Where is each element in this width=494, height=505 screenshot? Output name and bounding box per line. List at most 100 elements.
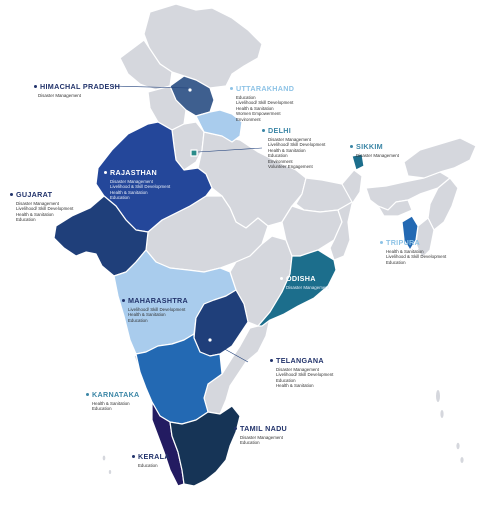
state-item: Livelihood/ Skill Development — [276, 372, 334, 378]
lakshadweep-island — [102, 455, 106, 461]
bullet-icon — [122, 299, 125, 302]
lakshadweep-island — [108, 470, 112, 474]
base-states — [119, 3, 477, 415]
state-sikkim — [351, 153, 365, 171]
bullet-icon — [270, 359, 273, 362]
nicobar-island — [460, 457, 464, 463]
leader-lines — [111, 85, 263, 363]
bullet-icon — [234, 427, 237, 430]
state-item: Livelihood/ Skill Development — [268, 142, 326, 148]
state-item: Disaster Management — [276, 367, 319, 372]
state-item: Disaster Management — [110, 179, 153, 184]
state-name: KARNATAKA — [92, 390, 140, 399]
state-item: Education — [236, 95, 256, 100]
state-item: Health & Sanitation — [16, 211, 54, 217]
state-item: Disaster Management — [38, 93, 81, 98]
state-item: Health & Sanitation — [268, 147, 306, 153]
bullet-icon — [280, 277, 283, 280]
state-name: HIMACHAL PRADESH — [40, 82, 121, 91]
state-item: Health & Sanitation — [110, 189, 148, 195]
telangana-dot — [208, 338, 212, 342]
label-tripura: TRIPURA Health & Sanitation Livelihood &… — [380, 238, 446, 265]
highlighted-states — [53, 75, 419, 487]
state-item: Women Empowerment — [236, 111, 281, 117]
state-mizoram — [415, 217, 435, 259]
label-telangana: TELANGANA Disaster Management Livelihood… — [270, 356, 333, 389]
state-item: Education — [138, 463, 158, 468]
label-uttarakhand: UTTARAKHAND Education Livelihood/ Skill … — [230, 84, 294, 122]
islands — [102, 390, 464, 474]
state-name: DELHI — [268, 126, 292, 135]
state-item: Education — [386, 259, 406, 265]
state-andhra-pradesh — [203, 317, 271, 415]
label-tamil-nadu: TAMIL NADU Disaster Management Education — [234, 424, 287, 446]
state-item: Livelihood/ Skill Development — [128, 307, 186, 312]
state-tripura — [401, 215, 419, 251]
state-item: Education — [92, 406, 112, 412]
state-item: Disaster Management — [268, 137, 311, 142]
label-kerala: KERALA Education — [132, 452, 170, 468]
bullet-icon — [230, 87, 233, 90]
bullet-icon — [380, 241, 383, 244]
state-item: Disaster Management — [16, 201, 59, 206]
state-item: Environment — [268, 158, 293, 164]
state-jharkhand — [281, 205, 343, 257]
label-delhi: DELHI Disaster Management Livelihood/ Sk… — [262, 126, 325, 169]
state-name: TRIPURA — [386, 238, 421, 247]
state-item: Livelihood/ Skill Development — [16, 206, 74, 212]
nicobar-island — [456, 442, 460, 450]
state-item: Disaster Management — [356, 153, 399, 158]
state-name: KERALA — [138, 452, 170, 461]
state-name: MAHARASHTRA — [128, 296, 188, 305]
label-odisha: ODISHA Disaster Management — [280, 274, 329, 290]
state-name: UTTARAKHAND — [236, 84, 295, 93]
andaman-island — [440, 410, 444, 418]
state-name: SIKKIM — [356, 142, 383, 151]
andaman-island — [436, 390, 440, 402]
state-item: Health & Sanitation — [276, 383, 314, 389]
label-maharashtra: MAHARASHTRA Livelihood/ Skill Developmen… — [122, 296, 188, 323]
label-himachal-pradesh: HIMACHAL PRADESH Disaster Management — [34, 82, 120, 98]
label-sikkim: SIKKIM Disaster Management — [350, 142, 399, 158]
state-himachal-pradesh — [169, 75, 215, 117]
himachal-dot — [188, 88, 192, 92]
bullet-icon — [132, 455, 135, 458]
state-odisha — [257, 249, 337, 327]
state-tamil-nadu — [169, 405, 241, 487]
bullet-icon — [350, 145, 353, 148]
state-item: Health & Sanitation — [92, 401, 130, 406]
state-item: Education — [276, 377, 296, 383]
state-item: Health & Sanitation — [386, 249, 424, 254]
delhi-leader — [197, 147, 263, 153]
state-item: Health & Sanitation — [236, 105, 274, 111]
state-item: Volunteer Engagement — [268, 164, 313, 170]
state-item: Education — [110, 195, 130, 201]
state-item: Education — [240, 440, 260, 446]
state-west-bengal — [329, 169, 363, 261]
state-item: Education — [16, 217, 36, 223]
bullet-icon — [104, 171, 107, 174]
state-nagaland-manipur — [427, 177, 459, 231]
state-item: Environment — [236, 116, 261, 122]
state-item: Health & Sanitation — [128, 312, 166, 318]
state-delhi — [190, 149, 198, 157]
state-item: Livelihood & Skill Development — [110, 184, 171, 190]
state-item: Disaster Management — [286, 285, 329, 290]
bullet-icon — [262, 129, 265, 132]
telangana-leader — [211, 341, 249, 363]
state-uttarakhand — [195, 109, 243, 143]
state-name: ODISHA — [286, 274, 316, 283]
bullet-icon — [86, 393, 89, 396]
bullet-icon — [10, 193, 13, 196]
state-item: Disaster Management — [240, 435, 283, 440]
state-item: Education — [268, 153, 288, 159]
state-item: Livelihood/ Skill Development — [236, 100, 294, 106]
state-name: GUJARAT — [16, 190, 53, 199]
state-item: Livelihood & Skill Development — [386, 254, 447, 260]
himachal-leader — [111, 85, 189, 89]
location-dots — [188, 88, 212, 342]
state-arunachal — [403, 137, 477, 179]
state-meghalaya — [377, 199, 413, 217]
state-name: TELANGANA — [276, 356, 324, 365]
